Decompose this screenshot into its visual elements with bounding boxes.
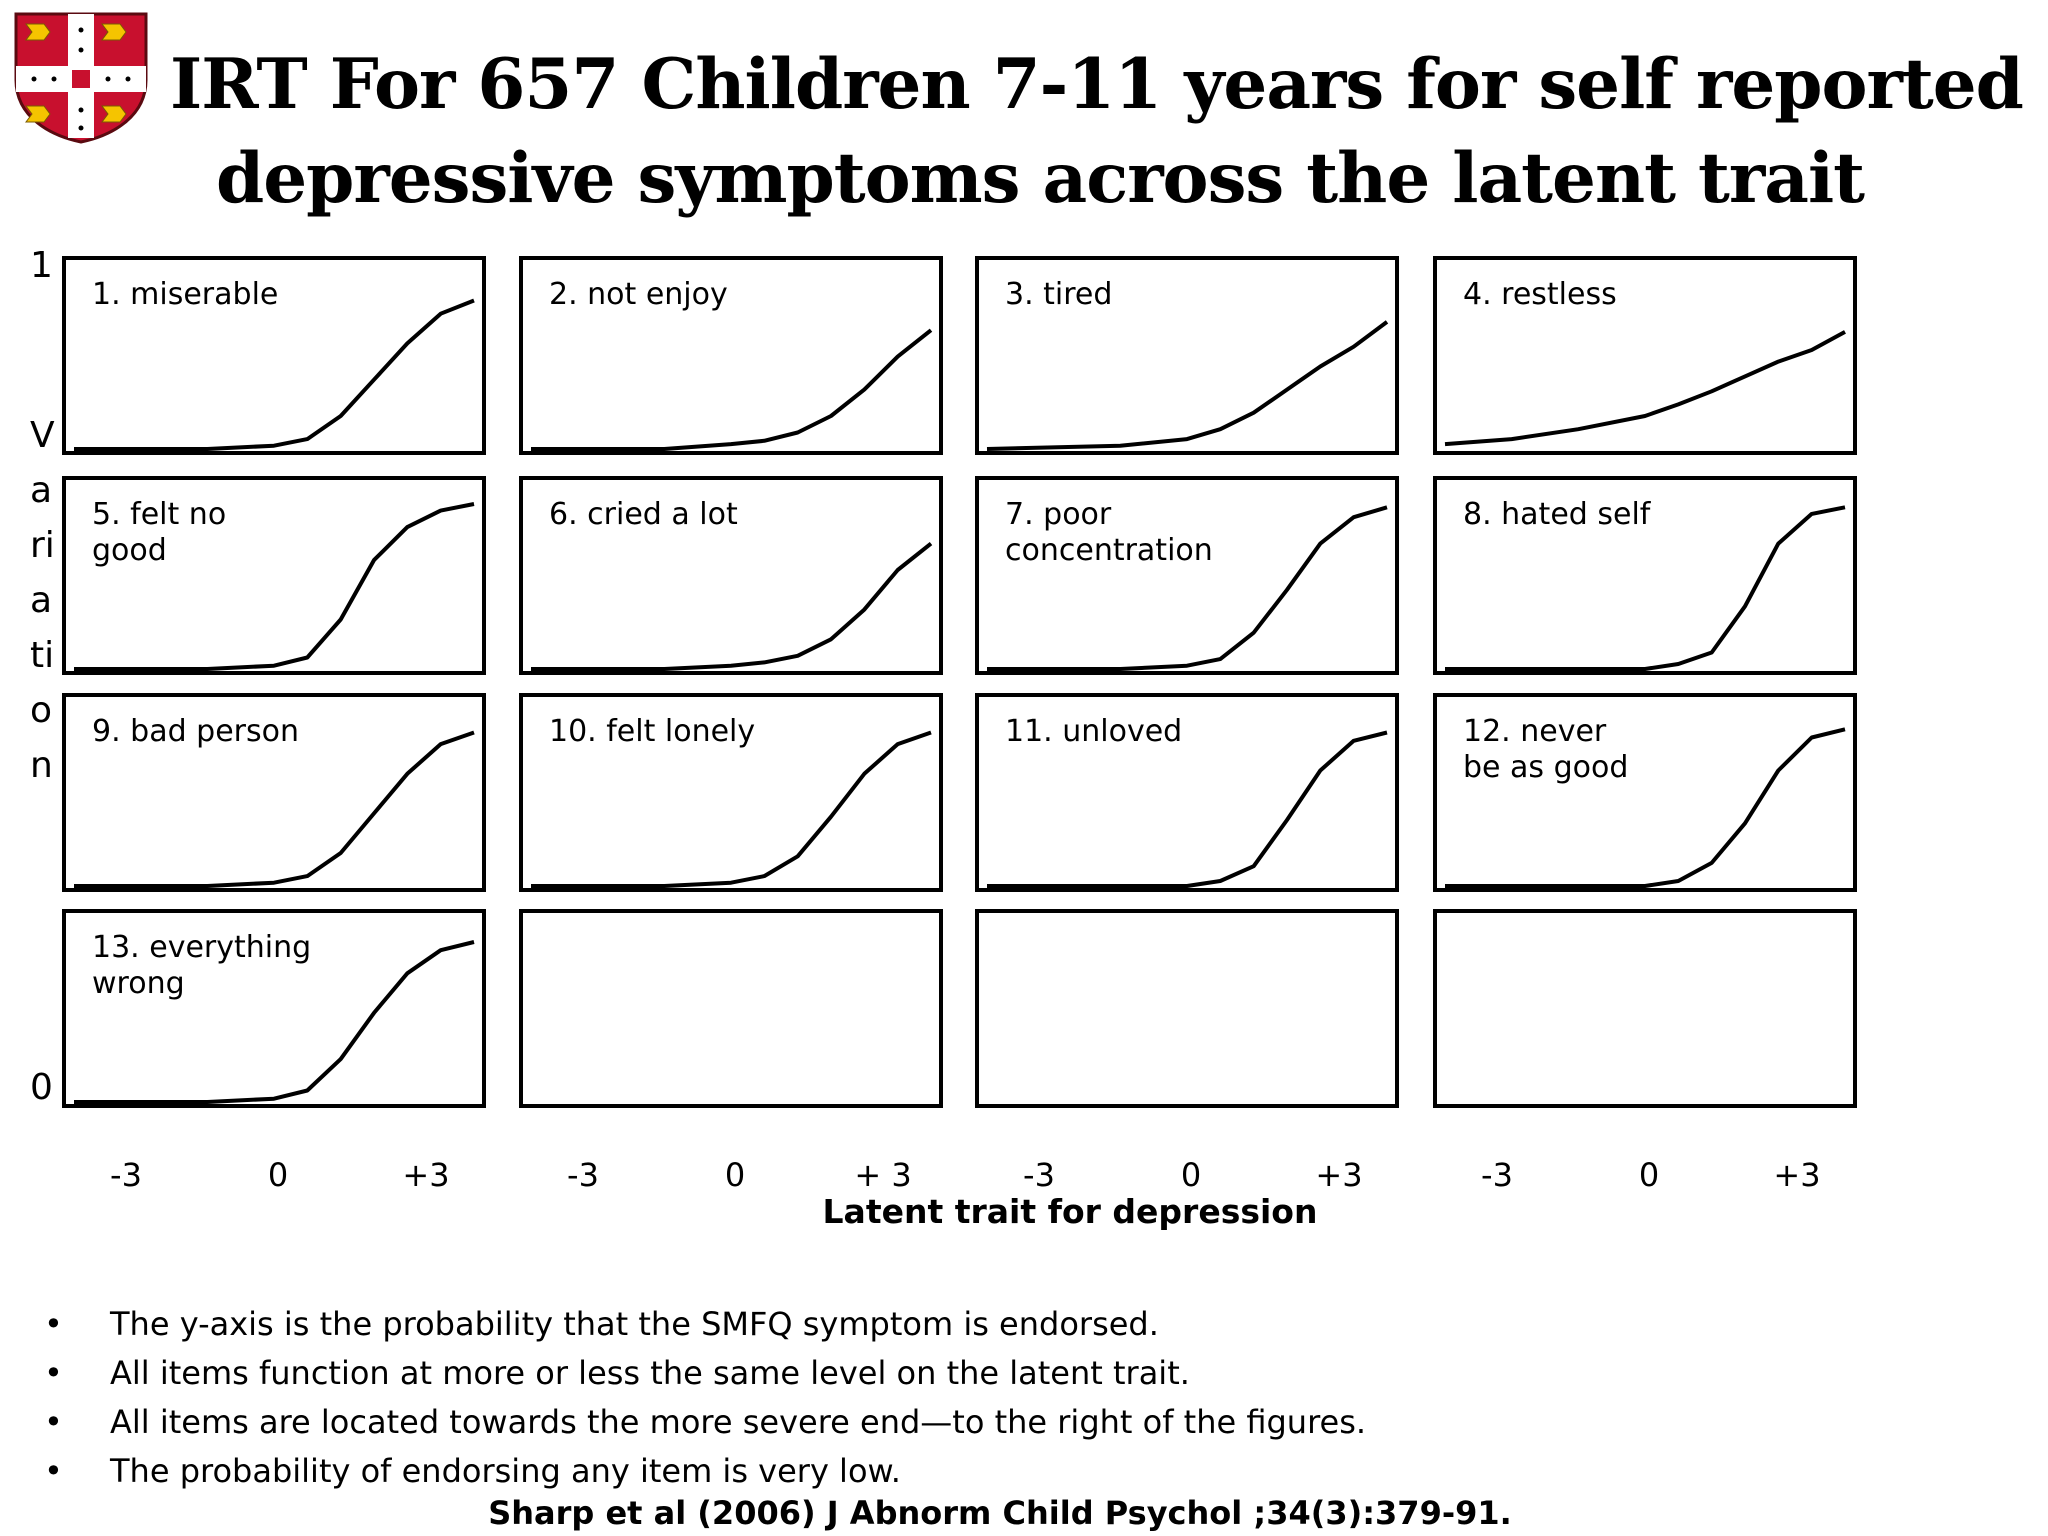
panel-frame	[975, 256, 1399, 455]
panel-frame	[519, 256, 943, 455]
panel-frame	[975, 693, 1399, 892]
panel-label: good	[92, 533, 167, 568]
panel-label: 13. everything	[92, 930, 311, 965]
panel-label: 7. poor	[1005, 497, 1112, 532]
x-tick-label: + 3	[854, 1156, 911, 1194]
series-line	[1445, 727, 1846, 888]
panel-frame	[62, 693, 486, 892]
panel-frame	[519, 693, 943, 892]
note-item: The probability of endorsing any item is…	[40, 1447, 2000, 1496]
y-axis-bottom-label: 0	[30, 1067, 53, 1108]
panel-label: be as good	[1463, 750, 1628, 785]
panel-frame	[975, 909, 1399, 1108]
series-line	[74, 940, 475, 1104]
x-tick-label: 0	[1181, 1156, 1201, 1194]
note-item: The y-axis is the probability that the S…	[40, 1300, 2000, 1349]
series-line	[1445, 505, 1846, 671]
x-tick-label: +3	[1773, 1156, 1820, 1194]
panel-label: 9. bad person	[92, 714, 299, 749]
x-tick-label: -3	[110, 1156, 142, 1194]
panel-frame	[62, 256, 486, 455]
panel-frame	[519, 476, 943, 675]
university-crest-icon	[14, 12, 148, 144]
series-line	[987, 505, 1388, 671]
page-title: IRT For 657 Children 7-11 years for self…	[170, 38, 2024, 226]
panel-frame	[1433, 693, 1857, 892]
x-tick-label: 0	[1639, 1156, 1659, 1194]
x-tick-label: +3	[1315, 1156, 1362, 1194]
x-tick-label: -3	[567, 1156, 599, 1194]
note-item: All items are located towards the more s…	[40, 1398, 2000, 1447]
series-line	[531, 542, 933, 671]
panel-label: 2. not enjoy	[549, 277, 728, 312]
panel-frame	[1433, 476, 1857, 675]
panel-label: 1. miserable	[92, 277, 278, 312]
panel-frame	[1433, 909, 1857, 1108]
y-axis-top-label: 1	[30, 245, 53, 286]
x-tick-label: 0	[725, 1156, 745, 1194]
series-line	[531, 328, 933, 451]
series-line	[987, 730, 1388, 888]
series-line	[986, 320, 1389, 451]
series-line	[1444, 330, 1846, 447]
panel-label: concentration	[1005, 533, 1213, 568]
title-line-2: depressive symptoms across the latent tr…	[215, 138, 1865, 219]
panel-label: 10. felt lonely	[549, 714, 755, 749]
series-line	[74, 502, 475, 671]
citation: Sharp et al (2006) J Abnorm Child Psycho…	[488, 1494, 1512, 1532]
panel-frame	[62, 909, 486, 1108]
notes-list: The y-axis is the probability that the S…	[40, 1300, 2000, 1496]
panel-label: 12. never	[1463, 714, 1607, 749]
panel-label: 11. unloved	[1005, 714, 1182, 749]
panel-frame	[519, 909, 943, 1108]
panel-label: wrong	[92, 966, 185, 1001]
x-tick-label: +3	[402, 1156, 449, 1194]
series-line	[531, 730, 932, 888]
panel-frame	[975, 476, 1399, 675]
series-line	[74, 730, 475, 888]
panel-label: 5. felt no	[92, 497, 226, 532]
panel-label: 6. cried a lot	[549, 497, 738, 532]
x-axis-title: Latent trait for depression	[822, 1192, 1318, 1231]
y-axis-title: Variation	[30, 415, 55, 786]
x-tick-label: 0	[268, 1156, 288, 1194]
note-item: All items function at more or less the s…	[40, 1349, 2000, 1398]
panel-label: 3. tired	[1005, 277, 1112, 312]
title-line-1: IRT For 657 Children 7-11 years for self…	[170, 44, 2024, 125]
panel-label: 8. hated self	[1463, 497, 1652, 532]
panel-frame	[62, 476, 486, 675]
panel-label: 4. restless	[1463, 277, 1617, 312]
series-line	[74, 298, 475, 451]
x-tick-label: -3	[1481, 1156, 1513, 1194]
panel-frame	[1433, 256, 1857, 455]
x-tick-label: -3	[1023, 1156, 1055, 1194]
